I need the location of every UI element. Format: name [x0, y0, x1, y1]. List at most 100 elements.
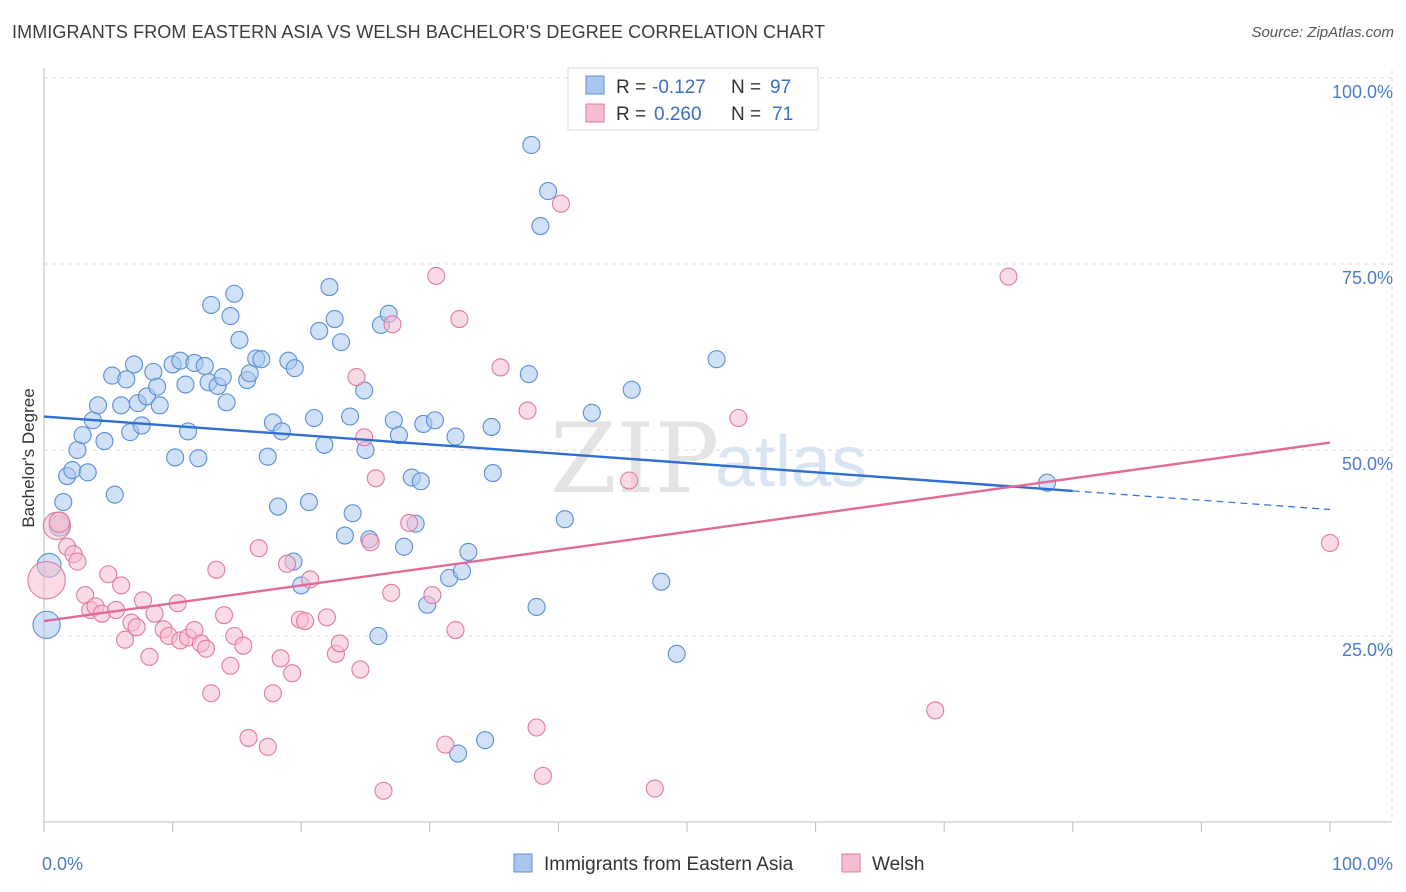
- point-eastern-asia-14: [112, 396, 131, 415]
- y-tick-label-75: 75.0%: [1342, 268, 1393, 288]
- point-welsh-36: [263, 684, 282, 703]
- point-eastern-asia-94: [667, 644, 686, 663]
- point-welsh-0: [27, 560, 66, 600]
- point-welsh-12: [112, 576, 131, 595]
- point-eastern-asia-39: [230, 330, 249, 349]
- bottom-legend-swatch-eastern-asia: [513, 853, 533, 873]
- x-tick-labels: 0.0% 100.0%: [42, 854, 1393, 874]
- point-eastern-asia-85: [519, 365, 538, 384]
- point-eastern-asia-22: [148, 377, 167, 396]
- point-welsh-63: [533, 766, 553, 785]
- point-eastern-asia-17: [124, 355, 144, 374]
- point-welsh-52: [382, 583, 401, 602]
- trend-line-eastern-asia-projection: [1072, 490, 1331, 511]
- point-eastern-asia-95: [707, 350, 726, 369]
- point-eastern-asia-12: [105, 485, 124, 504]
- point-eastern-asia-70: [395, 537, 414, 556]
- point-eastern-asia-33: [202, 295, 221, 314]
- point-eastern-asia-37: [221, 307, 240, 326]
- point-welsh-51: [374, 781, 393, 800]
- point-eastern-asia-61: [343, 504, 362, 523]
- point-eastern-asia-69: [389, 426, 408, 445]
- chart-title: IMMIGRANTS FROM EASTERN ASIA VS WELSH BA…: [12, 22, 826, 42]
- point-eastern-asia-89: [539, 182, 558, 201]
- point-welsh-46: [347, 368, 366, 387]
- point-welsh-53: [383, 315, 402, 334]
- point-welsh-34: [249, 539, 268, 558]
- point-eastern-asia-52: [299, 493, 318, 512]
- point-welsh-29: [214, 606, 234, 625]
- point-welsh-38: [278, 554, 297, 573]
- legend-r-value-1: 0.260: [654, 104, 702, 125]
- y-tick-labels: 25.0% 50.0% 75.0% 100.0%: [1332, 82, 1393, 660]
- point-welsh-65: [620, 471, 639, 490]
- point-eastern-asia-11: [95, 432, 114, 451]
- point-eastern-asia-60: [341, 407, 360, 426]
- point-eastern-asia-54: [310, 321, 329, 341]
- point-eastern-asia-58: [332, 333, 351, 352]
- point-eastern-asia-7: [73, 426, 92, 445]
- point-welsh-33: [239, 728, 258, 747]
- point-eastern-asia-0: [32, 610, 61, 639]
- point-eastern-asia-78: [446, 427, 465, 446]
- point-welsh-70: [1320, 533, 1340, 553]
- point-welsh-37: [271, 649, 290, 668]
- point-eastern-asia-21: [144, 362, 163, 381]
- point-welsh-57: [436, 735, 455, 754]
- point-eastern-asia-87: [527, 597, 546, 617]
- point-welsh-61: [518, 401, 537, 420]
- legend-box: R = -0.127 N = 97 R = 0.260 N = 71: [567, 67, 819, 131]
- point-welsh-28: [207, 560, 226, 579]
- point-eastern-asia-76: [425, 411, 444, 430]
- point-eastern-asia-35: [213, 368, 232, 387]
- point-eastern-asia-81: [449, 744, 468, 763]
- point-eastern-asia-93: [652, 572, 671, 591]
- trend-line-eastern-asia: [43, 415, 1073, 493]
- point-eastern-asia-44: [258, 447, 277, 466]
- point-welsh-56: [427, 266, 446, 285]
- point-eastern-asia-23: [150, 396, 169, 415]
- point-welsh-2: [48, 511, 71, 533]
- bottom-legend-swatch-welsh: [841, 853, 861, 873]
- x-tick-label-100: 100.0%: [1332, 854, 1393, 874]
- point-welsh-13: [115, 630, 135, 649]
- point-welsh-27: [202, 684, 221, 703]
- axes: [43, 68, 1392, 832]
- point-welsh-54: [400, 513, 419, 532]
- bottom-legend-label-eastern-asia: Immigrants from Eastern Asia: [544, 854, 794, 875]
- point-eastern-asia-59: [335, 526, 354, 545]
- point-eastern-asia-5: [63, 461, 82, 480]
- point-eastern-asia-49: [285, 359, 304, 378]
- legend-r-label-1: R =: [616, 104, 646, 125]
- y-tick-label-50: 50.0%: [1342, 454, 1393, 474]
- point-eastern-asia-27: [176, 375, 195, 394]
- trend-line-welsh: [43, 441, 1331, 623]
- y-tick-label-25: 25.0%: [1342, 640, 1393, 660]
- bottom-legend-label-welsh: Welsh: [872, 854, 924, 875]
- point-welsh-50: [366, 469, 385, 488]
- bottom-legend: Immigrants from Eastern Asia Welsh: [513, 853, 924, 875]
- point-eastern-asia-82: [476, 731, 495, 750]
- legend-n-value-0: 97: [770, 77, 791, 98]
- point-eastern-asia-36: [217, 393, 236, 412]
- point-eastern-asia-3: [54, 493, 73, 512]
- point-welsh-15: [127, 618, 146, 637]
- point-welsh-62: [527, 718, 546, 737]
- point-eastern-asia-83: [482, 417, 501, 436]
- point-eastern-asia-46: [269, 497, 288, 516]
- legend-n-label-1: N =: [731, 104, 761, 125]
- point-eastern-asia-62: [355, 381, 374, 400]
- point-eastern-asia-86: [522, 135, 541, 155]
- point-eastern-asia-57: [325, 310, 344, 329]
- point-welsh-55: [423, 586, 442, 605]
- point-welsh-32: [234, 636, 253, 655]
- point-eastern-asia-65: [369, 626, 388, 646]
- point-welsh-5: [68, 552, 87, 571]
- point-welsh-45: [330, 634, 349, 653]
- point-eastern-asia-56: [320, 278, 339, 297]
- point-eastern-asia-15: [117, 370, 136, 389]
- point-eastern-asia-38: [225, 284, 244, 303]
- point-welsh-64: [551, 194, 571, 213]
- watermark-atlas: atlas: [715, 422, 867, 502]
